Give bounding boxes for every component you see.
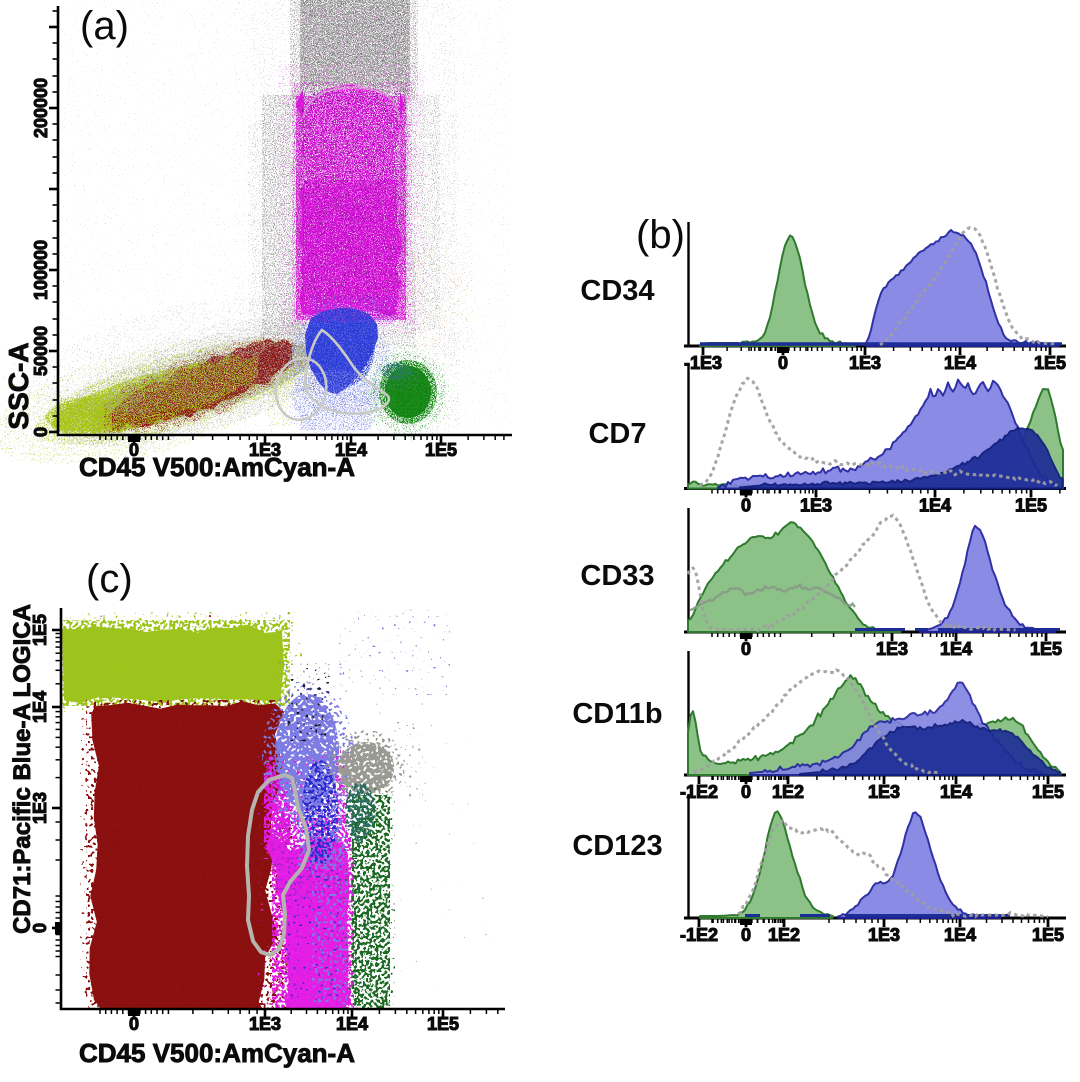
svg-text:0: 0 [31, 427, 51, 437]
svg-text:CD45 V500:AmCyan-A: CD45 V500:AmCyan-A [79, 1038, 355, 1068]
svg-text:0: 0 [778, 353, 788, 373]
svg-text:0: 0 [741, 782, 751, 802]
svg-text:CD123: CD123 [572, 830, 662, 862]
svg-text:(a): (a) [80, 4, 129, 48]
svg-text:CD71:Pacific Blue-A LOGICA: CD71:Pacific Blue-A LOGICA [9, 604, 36, 934]
svg-text:1E5: 1E5 [1032, 782, 1064, 802]
svg-text:-1E2: -1E2 [680, 925, 718, 945]
svg-text:(b): (b) [636, 213, 685, 257]
svg-text:1E4: 1E4 [30, 691, 50, 723]
svg-text:0: 0 [129, 1014, 139, 1034]
svg-text:1E5: 1E5 [1015, 496, 1047, 516]
svg-text:1E4: 1E4 [940, 782, 972, 802]
svg-text:0: 0 [741, 496, 751, 516]
svg-text:1E3: 1E3 [876, 639, 908, 659]
svg-text:200000: 200000 [31, 78, 51, 138]
svg-text:-1E2: -1E2 [680, 782, 718, 802]
svg-text:-1E3: -1E3 [684, 353, 722, 373]
svg-text:50000: 50000 [31, 326, 51, 376]
svg-text:1E3: 1E3 [868, 925, 900, 945]
svg-text:1E5: 1E5 [1030, 639, 1062, 659]
svg-text:1E4: 1E4 [919, 496, 951, 516]
svg-text:1E4: 1E4 [940, 639, 972, 659]
svg-text:1E2: 1E2 [772, 782, 804, 802]
svg-text:1E5: 1E5 [427, 1014, 459, 1034]
svg-text:CD34: CD34 [580, 275, 654, 307]
svg-text:1E2: 1E2 [768, 925, 800, 945]
svg-text:1E5: 1E5 [1034, 353, 1066, 373]
svg-text:1E4: 1E4 [944, 925, 976, 945]
svg-text:CD11b: CD11b [572, 698, 662, 730]
svg-text:CD7: CD7 [588, 418, 646, 450]
svg-text:1E5: 1E5 [425, 440, 457, 460]
svg-text:CD45 V500:AmCyan-A: CD45 V500:AmCyan-A [79, 452, 355, 482]
svg-text:CD33: CD33 [580, 560, 654, 592]
svg-text:1E5: 1E5 [1032, 925, 1064, 945]
svg-text:1E3: 1E3 [249, 440, 281, 460]
svg-text:1E3: 1E3 [849, 353, 881, 373]
svg-text:1E5: 1E5 [30, 614, 50, 646]
svg-text:0: 0 [741, 925, 751, 945]
svg-text:0: 0 [30, 923, 50, 933]
svg-text:1E3: 1E3 [868, 782, 900, 802]
svg-text:1E3: 1E3 [249, 1014, 281, 1034]
svg-text:(c): (c) [86, 557, 133, 601]
svg-text:1E3: 1E3 [800, 496, 832, 516]
svg-text:1E4: 1E4 [336, 1014, 368, 1034]
svg-text:0: 0 [741, 639, 751, 659]
svg-text:1E4: 1E4 [335, 440, 367, 460]
svg-text:100000: 100000 [31, 240, 51, 300]
svg-text:1E4: 1E4 [944, 353, 976, 373]
svg-text:SSC-A: SSC-A [3, 342, 34, 429]
svg-text:1E3: 1E3 [30, 792, 50, 824]
svg-text:0: 0 [129, 440, 139, 460]
